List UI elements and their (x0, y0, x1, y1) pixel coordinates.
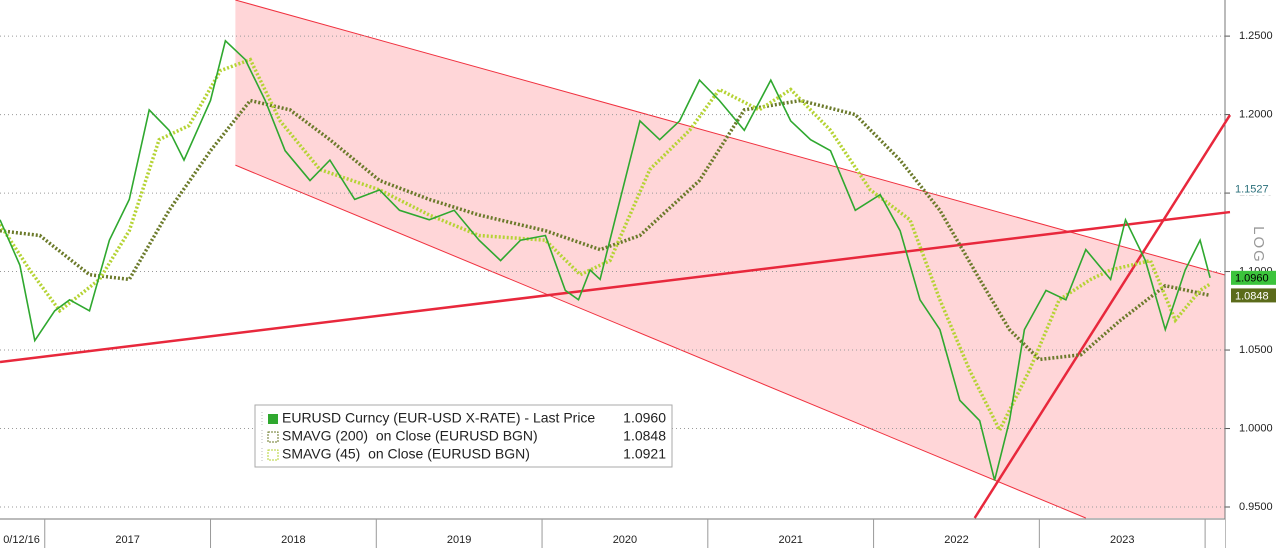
x-axis-strip (0, 519, 1225, 548)
x-tick-label: 0/12/16 (3, 534, 40, 546)
legend-label: SMAVG (200) on Close (EURUSD BGN) (282, 428, 538, 444)
y-tick-label: 1.2000 (1239, 108, 1273, 120)
x-tick-label: 2018 (281, 534, 305, 546)
y-tick-label: 1.2500 (1239, 30, 1273, 42)
legend-swatch (268, 414, 278, 424)
y-tick-label: 1.0000 (1239, 422, 1273, 434)
legend-value: 1.0848 (623, 428, 666, 444)
legend-swatch (267, 449, 279, 461)
x-tick-label: 2020 (613, 534, 637, 546)
price-tag-label: 1.1527 (1235, 184, 1269, 196)
x-tick-label: 2019 (447, 534, 471, 546)
series-line (0, 57, 1212, 435)
legend-label: SMAVG (45) on Close (EURUSD BGN) (282, 446, 530, 462)
legend-value: 1.0921 (623, 446, 666, 462)
channel-line (235, 0, 1226, 276)
price-tag (1231, 181, 1276, 196)
x-tick-label: 2017 (115, 534, 139, 546)
legend-value: 1.0960 (623, 410, 666, 426)
price-tag-label: 1.0848 (1235, 290, 1269, 302)
scale-label: LOG (1250, 226, 1267, 264)
series-line (0, 98, 1211, 362)
x-tick-label: 2022 (944, 534, 968, 546)
x-tick-label: 2021 (778, 534, 802, 546)
legend-label: EURUSD Curncy (EUR-USD X-RATE) - Last Pr… (282, 410, 595, 426)
trend-line (973, 114, 1232, 519)
price-tag (1231, 288, 1276, 303)
channel-line (235, 164, 1086, 519)
price-tag (1231, 270, 1276, 285)
series-line (0, 39, 1211, 481)
trend-line (0, 210, 1231, 364)
legend-swatch (267, 431, 279, 443)
legend-box (254, 404, 673, 468)
price-tag-label: 1.0960 (1235, 273, 1269, 285)
x-tick-label: 2023 (1110, 534, 1134, 546)
y-tick-label: 0.9500 (1239, 501, 1273, 513)
y-tick-label: 1.0500 (1239, 344, 1273, 356)
